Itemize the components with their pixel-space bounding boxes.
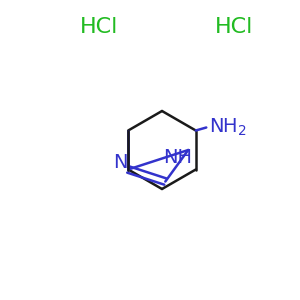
Text: NH: NH [163, 148, 192, 167]
Text: N: N [113, 152, 128, 172]
Text: HCl: HCl [215, 17, 253, 37]
Text: NH$_2$: NH$_2$ [209, 117, 247, 138]
Text: HCl: HCl [80, 17, 118, 37]
